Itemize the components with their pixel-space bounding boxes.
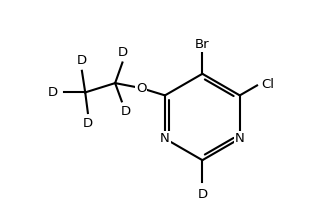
Text: O: O xyxy=(136,82,146,95)
Text: D: D xyxy=(83,117,93,130)
Text: D: D xyxy=(77,54,87,67)
Text: Cl: Cl xyxy=(261,78,274,90)
Text: D: D xyxy=(118,45,128,58)
Text: D: D xyxy=(121,105,131,118)
Text: D: D xyxy=(47,86,58,99)
Text: D: D xyxy=(197,188,207,201)
Text: N: N xyxy=(160,132,170,145)
Text: N: N xyxy=(235,132,245,145)
Text: Br: Br xyxy=(195,38,210,51)
